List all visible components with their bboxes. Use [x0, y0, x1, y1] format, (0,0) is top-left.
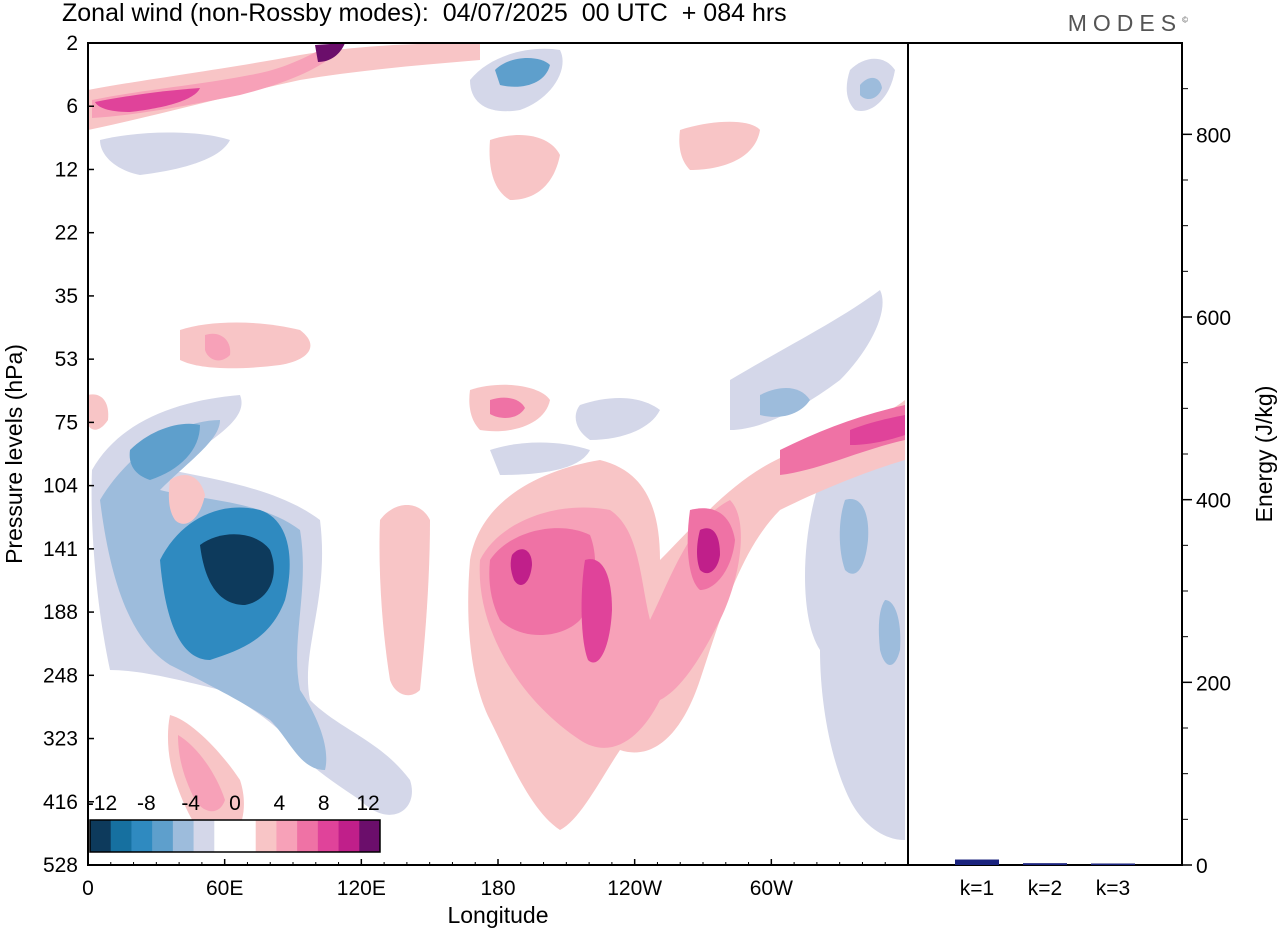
pink-left-small	[168, 475, 205, 524]
x-axis-ticks: 0 60E 120E 180 120W 60W	[82, 859, 886, 900]
pink-top-band-outer	[88, 43, 480, 130]
pink-region-core-2	[581, 559, 612, 663]
colorbar-swatch	[297, 820, 319, 852]
colorbar-swatch	[317, 820, 340, 852]
colorbar-swatch	[131, 820, 153, 852]
pink-right-band-core	[850, 415, 905, 445]
energy-bar	[1091, 863, 1135, 865]
colorbar-swatch	[276, 820, 298, 852]
energy-bar-chart: 0 200 400 600 800 k=1 k=2 k=3	[955, 88, 1231, 900]
y-tick-label: 6	[66, 95, 78, 118]
colorbar: -12 -8 -4 0 4 8 12	[87, 792, 381, 853]
y-tick-label: 323	[43, 728, 78, 751]
pink-region-peak	[510, 549, 532, 585]
heatmap	[88, 43, 908, 865]
pink-left-mid-core	[205, 333, 231, 361]
positive-anomaly-layer	[88, 43, 905, 850]
colorbar-swatch	[152, 820, 174, 852]
pink-top-peak	[315, 43, 345, 62]
energy-category-label: k=3	[1096, 877, 1130, 900]
colorbar-swatch	[110, 820, 132, 852]
energy-tick-label: 400	[1196, 490, 1231, 513]
y-tick-label: 2	[66, 32, 78, 55]
colorbar-label: -4	[181, 792, 200, 815]
x-tick-label: 0	[82, 877, 94, 900]
blue-region-upper	[129, 423, 200, 480]
y-tick-label: 104	[43, 475, 78, 498]
chart-title: Zonal wind (non-Rossby modes): 04/07/202…	[62, 0, 787, 27]
blue-top-1-core	[495, 58, 550, 87]
pink-top-mid	[489, 135, 560, 200]
energy-category-label: k=1	[960, 877, 994, 900]
brand-logo: MODES©	[1067, 10, 1188, 36]
y-axis-ticks: 2 6 12 22 35 53 75 104 141 188 248 323 416 528	[43, 32, 94, 877]
colorbar-swatch	[193, 820, 215, 852]
blue-top-2-core	[860, 77, 882, 100]
colorbar-label: 4	[273, 792, 285, 815]
blue-mid-2	[490, 442, 590, 475]
x-tick-label: 60W	[750, 877, 793, 900]
x-tick-label: 120W	[607, 877, 662, 900]
y-tick-label: 141	[43, 538, 78, 561]
colorbar-label: 0	[229, 792, 241, 815]
energy-tick-label: 0	[1196, 855, 1208, 878]
energy-category-label: k=2	[1028, 877, 1062, 900]
blue-region-peak	[200, 534, 274, 605]
blue-mid-core	[760, 388, 810, 417]
x-tick-label: 60E	[206, 877, 243, 900]
colorbar-swatch	[214, 820, 236, 852]
energy-axis-title: Energy (J/kg)	[1251, 386, 1277, 523]
energy-frame	[907, 42, 1183, 866]
energy-bar	[1023, 863, 1067, 865]
colorbar-label: -8	[137, 792, 156, 815]
energy-bar	[955, 859, 999, 865]
blue-right-core	[839, 499, 869, 574]
pink-right-peak	[697, 528, 720, 574]
y-axis-title: Pressure levels (hPa)	[1, 344, 27, 564]
y-tick-label: 35	[55, 285, 78, 308]
pink-col	[379, 505, 430, 696]
y-tick-label: 416	[43, 791, 78, 814]
y-tick-label: 75	[55, 411, 78, 434]
colorbar-swatch	[338, 820, 360, 852]
y-tick-label: 22	[55, 222, 78, 245]
colorbar-swatch	[172, 820, 195, 852]
energy-tick-label: 200	[1196, 672, 1231, 695]
pink-left-edge	[88, 394, 109, 430]
colorbar-label: -12	[87, 792, 117, 815]
y-tick-label: 528	[43, 854, 78, 877]
y-tick-label: 53	[55, 348, 78, 371]
pink-top-right	[679, 121, 760, 170]
blue-right-core-2	[878, 600, 901, 665]
colorbar-swatch	[359, 820, 381, 852]
pink-bottom-left-core	[178, 735, 225, 812]
pink-left-mid	[180, 322, 311, 369]
y-tick-label: 248	[43, 664, 78, 687]
blue-mid-left	[575, 398, 660, 440]
colorbar-swatch	[235, 820, 257, 852]
colorbar-label: 12	[356, 792, 379, 815]
pink-mid-1-core	[490, 397, 525, 418]
colorbar-swatch	[90, 820, 112, 852]
pink-top-band-core	[95, 88, 200, 112]
blue-right-band	[805, 450, 905, 840]
energy-tick-label: 600	[1196, 307, 1231, 330]
energy-tick-label: 800	[1196, 124, 1231, 147]
colorbar-frame	[89, 819, 381, 853]
x-axis-title: Longitude	[447, 902, 548, 928]
x-tick-label: 120E	[337, 877, 386, 900]
colorbar-swatch	[255, 820, 277, 852]
x-tick-label: 180	[480, 877, 515, 900]
colorbar-label: 8	[318, 792, 330, 815]
y-tick-label: 12	[55, 158, 78, 181]
y-tick-label: 188	[43, 601, 78, 624]
blue-left-top	[100, 132, 230, 175]
